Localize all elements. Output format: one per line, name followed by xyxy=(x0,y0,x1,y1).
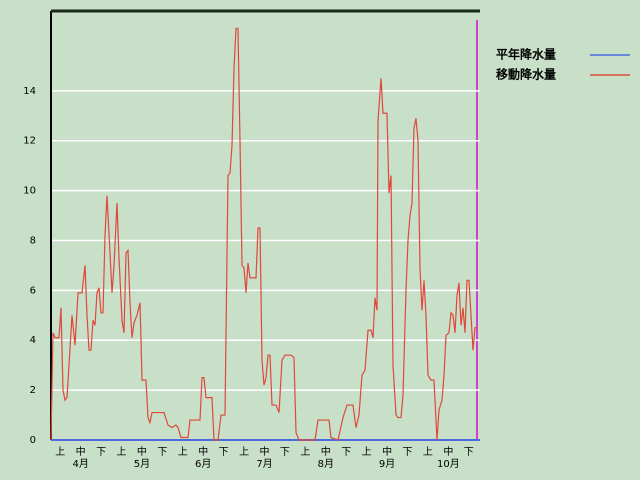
x-tick-label: 下 xyxy=(341,447,351,458)
x-tick-label: 下 xyxy=(403,447,413,458)
x-tick-label: 上 xyxy=(239,446,249,458)
x-tick-label: 上 xyxy=(117,446,127,458)
month-label: 8月 xyxy=(318,458,334,470)
y-tick-label: 8 xyxy=(30,235,36,246)
legend-label: 平年降水量 xyxy=(496,47,556,62)
x-tick-label: 下 xyxy=(219,447,229,458)
month-label: 9月 xyxy=(379,458,395,470)
legend-label: 移動降水量 xyxy=(496,67,556,82)
x-tick-label: 中 xyxy=(382,445,392,458)
x-tick-label: 中 xyxy=(76,445,86,458)
x-tick-label: 上 xyxy=(178,446,188,458)
x-tick-label: 中 xyxy=(443,445,453,458)
month-label: 7月 xyxy=(256,458,272,470)
y-tick-label: 12 xyxy=(23,136,36,147)
y-tick-label: 10 xyxy=(23,186,36,197)
x-tick-label: 中 xyxy=(198,445,208,458)
month-label: 10月 xyxy=(437,458,460,470)
x-tick-label: 下 xyxy=(280,447,290,458)
x-tick-label: 上 xyxy=(300,446,310,458)
month-label: 5月 xyxy=(134,458,150,470)
x-tick-label: 上 xyxy=(423,446,433,458)
y-tick-label: 4 xyxy=(30,335,36,346)
month-label: 6月 xyxy=(195,458,211,470)
y-tick-label: 0 xyxy=(30,435,36,446)
x-tick-label: 下 xyxy=(464,447,474,458)
y-tick-label: 6 xyxy=(30,285,36,296)
month-label: 4月 xyxy=(72,458,88,470)
x-tick-label: 中 xyxy=(260,445,270,458)
y-tick-label: 2 xyxy=(30,385,36,396)
x-tick-label: 中 xyxy=(137,445,147,458)
series-line xyxy=(50,27,477,441)
x-tick-label: 上 xyxy=(362,446,372,458)
x-tick-label: 下 xyxy=(157,447,167,458)
x-tick-label: 中 xyxy=(321,445,331,458)
x-tick-label: 下 xyxy=(96,447,106,458)
x-tick-label: 上 xyxy=(55,446,65,458)
y-tick-label: 14 xyxy=(23,86,36,97)
